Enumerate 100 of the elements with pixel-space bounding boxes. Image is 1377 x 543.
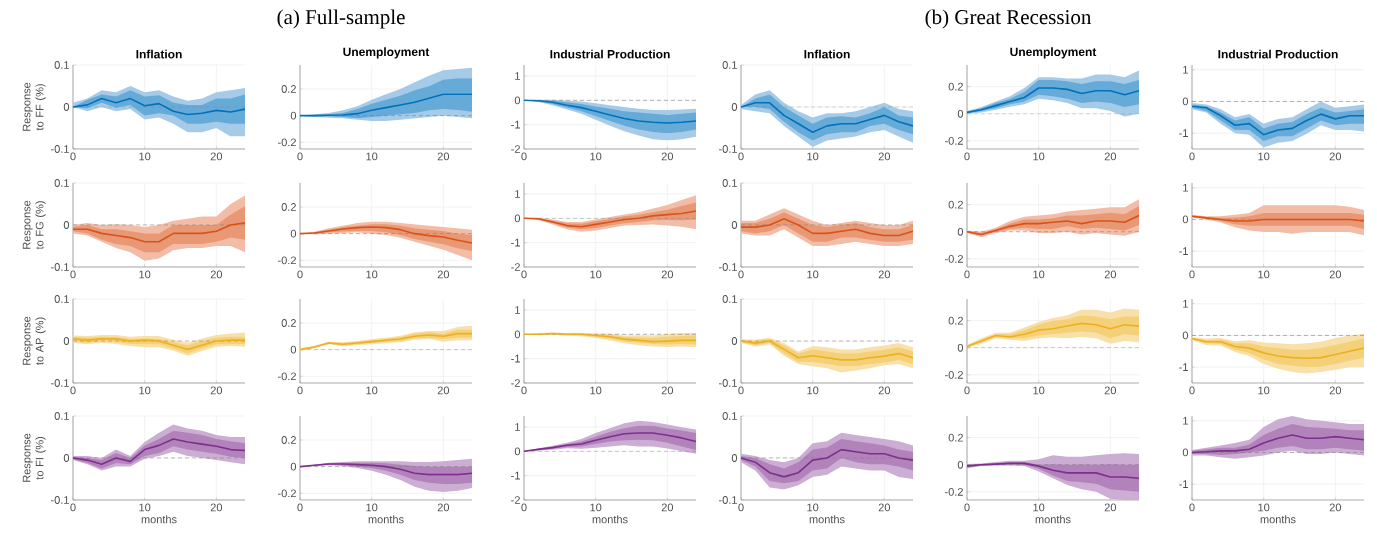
x-tick-label: 10: [590, 152, 602, 161]
x-tick-label: 0: [70, 270, 76, 279]
x-tick-label: 10: [807, 503, 819, 512]
chart-title: Inflation: [804, 49, 850, 59]
x-tick-label: 0: [521, 152, 527, 161]
x-tick-label: 0: [964, 152, 970, 161]
y-tick-label: 0: [957, 460, 964, 469]
y-tick-label: -0.1: [51, 263, 69, 271]
y-tick-label: 0.2: [281, 319, 296, 327]
y-tick-label: 0: [290, 345, 297, 354]
x-tick-label: 0: [964, 386, 970, 395]
x-tick-label: 0: [1189, 270, 1195, 279]
x-tick-label: 0: [964, 503, 970, 512]
y-tick-label: 0: [63, 337, 70, 345]
x-axis-title: months: [1035, 515, 1071, 524]
x-tick-label: 10: [1033, 270, 1045, 279]
y-tick-label: 0.1: [54, 61, 69, 69]
y-tick-label: -2: [511, 379, 520, 387]
x-tick-label: 0: [738, 270, 744, 279]
x-tick-label: 20: [878, 152, 891, 161]
y-tick-label: -1: [1179, 247, 1188, 255]
chart-title: Industrial Production: [550, 49, 670, 59]
x-axis-title: months: [368, 515, 404, 524]
y-tick-label: -0.1: [719, 145, 737, 153]
y-tick-label: 0: [63, 454, 70, 462]
y-tick-label: 0.1: [54, 295, 69, 303]
y-tick-label: 1: [1183, 416, 1188, 425]
y-tick-label: 0: [514, 447, 521, 456]
y-tick-label: -0.1: [719, 496, 737, 504]
y-tick-label: -0.2: [278, 256, 296, 265]
x-tick-label: 20: [1329, 270, 1342, 279]
y-tick-label: 0.2: [281, 436, 296, 444]
x-tick-label: 0: [964, 270, 970, 279]
x-tick-label: 20: [1104, 386, 1117, 395]
x-tick-label: 10: [1033, 503, 1045, 512]
y-tick-label: 0.2: [948, 200, 963, 209]
y-tick-label: -0.2: [278, 489, 296, 498]
chart-subtitle: (a) Full-sample: [277, 9, 405, 29]
x-tick-label: 20: [210, 270, 223, 279]
y-tick-label: 0.1: [722, 412, 737, 420]
x-tick-label: 10: [1258, 152, 1270, 161]
y-tick-label: -2: [511, 145, 520, 153]
x-tick-label: 0: [738, 503, 744, 512]
y-tick-label: -1: [1179, 129, 1188, 137]
x-tick-label: 20: [1104, 503, 1117, 512]
y-tick-label: 0.1: [722, 61, 737, 69]
y-tick-label: 0: [1182, 215, 1189, 224]
x-tick-label: 10: [366, 270, 378, 279]
x-tick-label: 20: [1329, 386, 1342, 395]
x-tick-label: 10: [366, 152, 378, 161]
y-tick-label: 0: [290, 229, 297, 238]
chart-subtitle: (b) Great Recession: [925, 9, 1092, 29]
y-tick-label: 1: [515, 190, 520, 198]
y-tick-label: -1: [511, 120, 520, 129]
x-tick-label: 10: [1033, 386, 1045, 395]
x-tick-label: 20: [661, 152, 674, 161]
y-tick-label: -1: [511, 238, 520, 247]
x-tick-label: 10: [1258, 386, 1270, 395]
y-tick-label: 1: [1183, 183, 1188, 192]
x-tick-label: 10: [139, 386, 151, 395]
y-axis-title: Response to AP (%): [22, 316, 46, 365]
y-tick-label: 0.1: [54, 179, 69, 187]
y-tick-label: 1: [515, 72, 520, 80]
y-tick-label: -2: [511, 263, 520, 271]
y-axis-title: Response to FF (%): [22, 82, 46, 131]
y-tick-label: 0: [731, 454, 738, 462]
x-tick-label: 0: [70, 386, 76, 395]
y-tick-label: 0: [731, 221, 738, 229]
y-tick-label: 1: [1183, 65, 1188, 74]
y-tick-label: 0: [1182, 97, 1189, 106]
x-tick-label: 10: [139, 152, 151, 161]
x-tick-label: 20: [437, 152, 450, 161]
y-tick-label: 0: [290, 462, 297, 471]
x-tick-label: 20: [210, 503, 223, 512]
x-tick-label: 0: [1189, 152, 1195, 161]
y-axis-title: Response to FI (%): [22, 433, 46, 482]
y-tick-label: 0: [731, 103, 738, 111]
y-tick-label: 1: [515, 306, 520, 314]
x-tick-label: 20: [1104, 152, 1117, 161]
x-tick-label: 0: [70, 503, 76, 512]
y-tick-label: -1: [511, 471, 520, 480]
x-tick-label: 20: [437, 503, 450, 512]
x-tick-label: 10: [139, 503, 151, 512]
x-tick-label: 0: [297, 270, 303, 279]
x-tick-label: 20: [878, 270, 891, 279]
x-tick-label: 0: [70, 152, 76, 161]
x-tick-label: 10: [366, 503, 378, 512]
x-tick-label: 10: [590, 503, 602, 512]
x-tick-label: 10: [807, 270, 819, 279]
y-tick-label: 0: [957, 343, 964, 352]
y-tick-label: -0.2: [278, 138, 296, 147]
y-tick-label: 0: [290, 111, 297, 120]
x-tick-label: 20: [661, 270, 674, 279]
x-tick-label: 20: [210, 152, 223, 161]
x-tick-label: 0: [521, 503, 527, 512]
x-tick-label: 10: [807, 386, 819, 395]
y-tick-label: -1: [511, 354, 520, 363]
x-tick-label: 0: [738, 152, 744, 161]
y-tick-label: 0: [63, 103, 70, 111]
x-tick-label: 0: [738, 386, 744, 395]
